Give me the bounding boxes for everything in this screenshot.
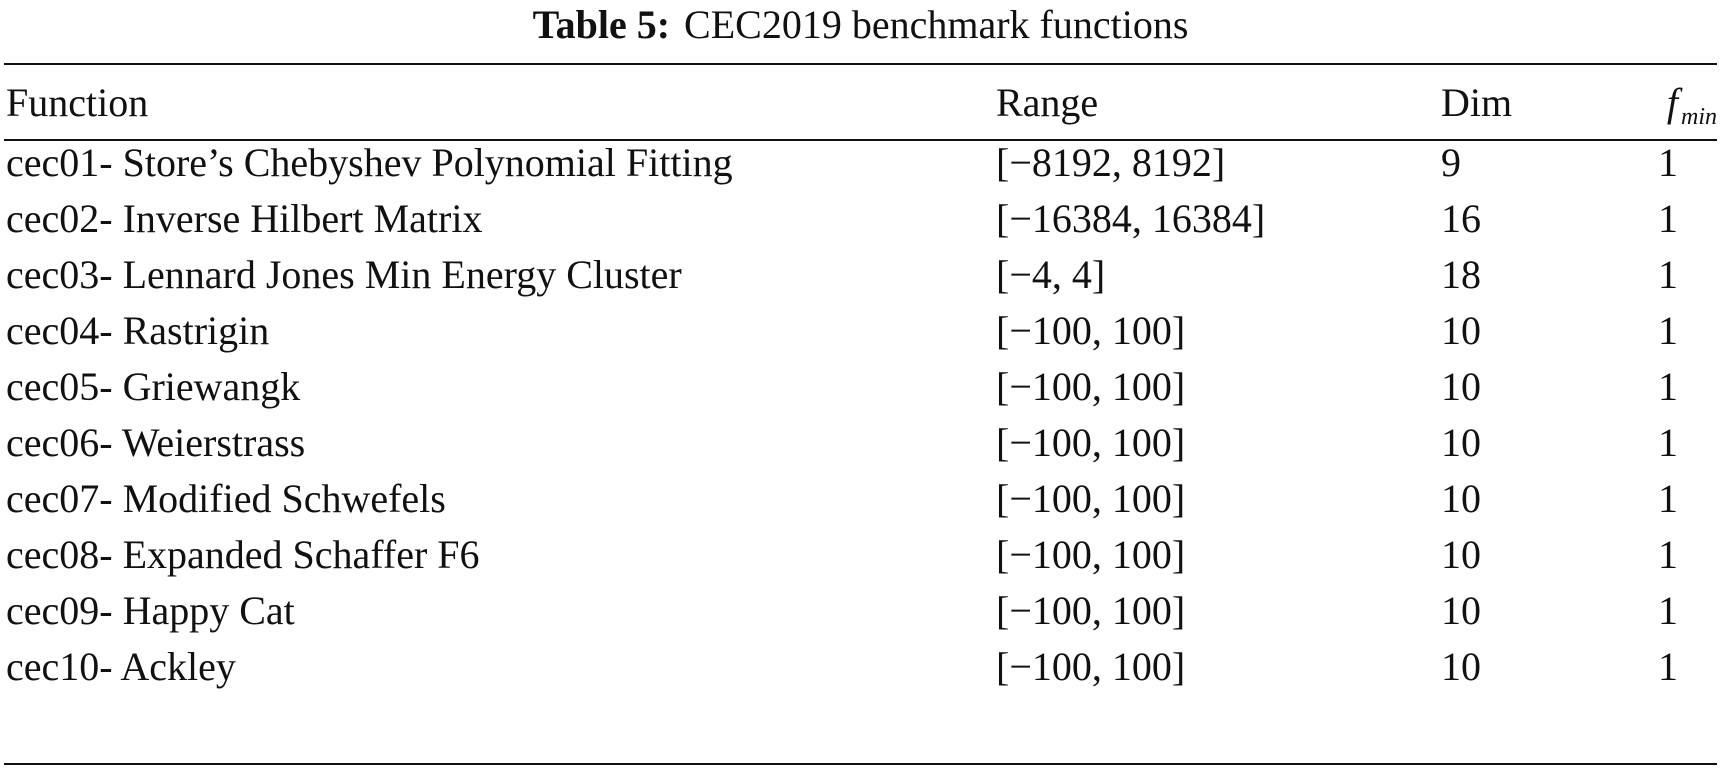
cell-dim: 18 [1441,252,1481,297]
cell-fmin: 1 [1658,588,1678,633]
table-bottom-rule [4,763,1717,765]
table-row: cec05- Griewangk [−100, 100] 10 1 [0,358,1721,416]
cell-range: [−100, 100] [996,532,1186,577]
header-dim: Dim [1441,80,1513,125]
cell-function: cec01- Store’s Chebyshev Polynomial Fitt… [6,140,733,185]
table-row: cec08- Expanded Schaffer F6 [−100, 100] … [0,526,1721,584]
cell-range: [−100, 100] [996,644,1186,689]
cell-fmin: 1 [1658,420,1678,465]
cell-fmin: 1 [1658,364,1678,409]
cell-dim: 9 [1441,140,1461,185]
cell-fmin: 1 [1658,532,1678,577]
cell-range: [−100, 100] [996,588,1186,633]
cell-function: cec05- Griewangk [6,364,301,409]
cell-dim: 10 [1441,364,1481,409]
cell-dim: 10 [1441,588,1481,633]
cell-function: cec10- Ackley [6,644,236,689]
cell-function: cec08- Expanded Schaffer F6 [6,532,480,577]
table-caption-title: CEC2019 benchmark functions [684,2,1189,47]
table-header-rule [4,139,1717,141]
cell-range: [−100, 100] [996,476,1186,521]
cell-dim: 10 [1441,308,1481,353]
cell-fmin: 1 [1658,252,1678,297]
table-row: cec09- Happy Cat [−100, 100] 10 1 [0,582,1721,640]
cell-dim: 10 [1441,420,1481,465]
header-fmin-symbol: f [1666,80,1678,125]
cell-range: [−100, 100] [996,420,1186,465]
cell-dim: 16 [1441,196,1481,241]
table-row: cec10- Ackley [−100, 100] 10 1 [0,638,1721,696]
table-row: cec03- Lennard Jones Min Energy Cluster … [0,246,1721,304]
cell-fmin: 1 [1658,308,1678,353]
cell-range: [−100, 100] [996,308,1186,353]
cell-function: cec03- Lennard Jones Min Energy Cluster [6,252,682,297]
cell-fmin: 1 [1658,196,1678,241]
table-row: cec04- Rastrigin [−100, 100] 10 1 [0,302,1721,360]
cell-range: [−100, 100] [996,364,1186,409]
table-header-row: Function Range Dim f min [0,74,1721,132]
cell-fmin: 1 [1658,644,1678,689]
header-fmin: f min [1600,74,1717,138]
table-caption-label: Table 5: [532,2,671,47]
header-fmin-subscript: min [1681,104,1717,130]
header-range: Range [996,80,1099,125]
cell-function: cec04- Rastrigin [6,308,270,353]
cell-range: [−4, 4] [996,252,1106,297]
cell-function: cec09- Happy Cat [6,588,295,633]
cell-range: [−16384, 16384] [996,196,1266,241]
cell-dim: 10 [1441,644,1481,689]
table-top-rule [4,63,1717,65]
table-row: cec07- Modified Schwefels [−100, 100] 10… [0,470,1721,528]
table-row: cec06- Weierstrass [−100, 100] 10 1 [0,414,1721,472]
cell-range: [−8192, 8192] [996,140,1226,185]
table-caption: Table 5: CEC2019 benchmark functions [0,2,1721,48]
cell-function: cec07- Modified Schwefels [6,476,446,521]
cell-function: cec06- Weierstrass [6,420,306,465]
cell-fmin: 1 [1658,476,1678,521]
table-row: cec01- Store’s Chebyshev Polynomial Fitt… [0,134,1721,192]
header-function: Function [6,80,149,125]
cell-dim: 10 [1441,476,1481,521]
cell-dim: 10 [1441,532,1481,577]
cell-fmin: 1 [1658,140,1678,185]
cell-function: cec02- Inverse Hilbert Matrix [6,196,483,241]
table-row: cec02- Inverse Hilbert Matrix [−16384, 1… [0,190,1721,248]
